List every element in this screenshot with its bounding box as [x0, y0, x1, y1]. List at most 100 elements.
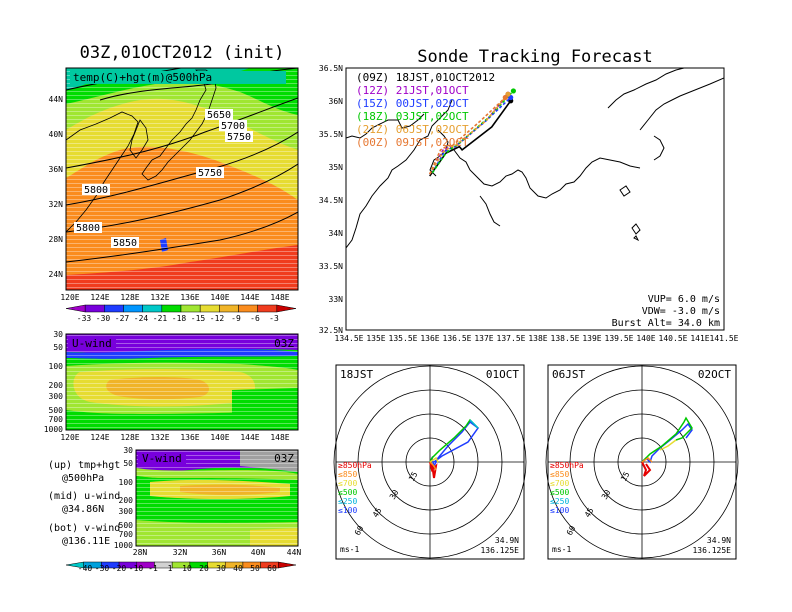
map-contour-labels: 5650 5700 5750 5800 5750 5800 5850	[74, 109, 253, 249]
tracking-params: VUP= 6.0 m/s VDW= -3.0 m/s Burst Alt= 34…	[612, 294, 720, 329]
lon-tick-label: 120E	[60, 433, 79, 442]
ring-label: 45	[371, 506, 384, 519]
lon-tick-label: 124E	[90, 433, 109, 442]
sonde-tracks	[428, 88, 516, 177]
lat-tick-label: 28N	[133, 548, 148, 557]
ring-label: 30	[388, 488, 401, 501]
map-frame	[65, 67, 299, 291]
colorbar-swatch	[278, 561, 297, 569]
lat-tick-label: 40N	[49, 130, 64, 139]
colorbar-label: -24	[134, 314, 149, 323]
legend-note: @136.11E	[62, 536, 110, 547]
ring-label: 60	[353, 524, 366, 537]
map-lon-labels: 120E 124E 128E 132E 136E 140E 144E 148E	[60, 293, 289, 302]
hodo-lat: 34.9N	[495, 536, 519, 545]
hodograph-left: 18JST 01OCT 15 30 45 60 ≥850hPa ≤850 ≤70…	[333, 364, 527, 560]
contour-label: 5800	[76, 223, 100, 234]
colorbar-label: 40	[233, 564, 243, 573]
colorbar-label: -30	[95, 564, 110, 573]
pressure-tick-label: 300	[49, 392, 64, 401]
sonde-track-line	[429, 93, 509, 175]
colorbar-swatch	[238, 304, 258, 313]
lat-tick-label: 36N	[329, 97, 344, 106]
colorbar-label: 50	[250, 564, 260, 573]
level-label: ≤500	[338, 488, 357, 497]
lon-tick-label: 140.5E	[659, 334, 688, 343]
run-label: (09Z) 18JST,01OCT2012	[356, 71, 495, 84]
colorbar-swatch	[257, 304, 278, 313]
u-lon-labels: 120E 124E 128E 132E 136E 140E 144E 148E	[60, 433, 289, 442]
lon-tick-label: 144E	[240, 433, 259, 442]
lat-tick-label: 40N	[251, 548, 266, 557]
ring-label: 60	[565, 524, 578, 537]
lon-tick-label: 137E	[474, 334, 493, 343]
legend-note: @34.86N	[62, 504, 104, 515]
lon-tick-label: 140E	[210, 433, 229, 442]
pressure-tick-label: 100	[49, 362, 64, 371]
lat-tick-label: 36.5N	[319, 64, 343, 73]
lon-tick-label: 128E	[120, 433, 139, 442]
v-wind-field	[136, 450, 298, 546]
contour-label: 5800	[84, 185, 108, 196]
pressure-tick-label: 50	[123, 459, 133, 468]
lat-tick-label: 32N	[173, 548, 188, 557]
u-wind-label: U-wind	[72, 337, 112, 350]
hodo-level-legend: ≥850hPa ≤850 ≤700 ≤500 ≤250 ≤100	[550, 461, 584, 515]
lat-tick-label: 36N	[212, 548, 227, 557]
lon-tick-label: 135E	[366, 334, 385, 343]
run-label: (12Z) 21JST,01OCT	[356, 84, 469, 97]
colorbar-label: -12	[210, 314, 225, 323]
colorbar-label: -21	[153, 314, 168, 323]
v-wind-time: 03Z	[274, 452, 294, 465]
lat-tick-label: 33.5N	[319, 262, 343, 271]
lat-tick-label: 44N	[287, 548, 302, 557]
level-label: ≤850	[338, 470, 357, 479]
colorbar-swatch	[123, 304, 143, 313]
colorbar-swatch	[142, 304, 163, 313]
hodo-lon: 136.125E	[692, 546, 731, 555]
hodo-lat: 34.9N	[707, 536, 731, 545]
temperature-colorbar	[65, 304, 297, 313]
pressure-tick-label: 700	[119, 530, 134, 539]
legend-note: (bot) v-wind	[48, 523, 120, 534]
ring-label: 30	[600, 488, 613, 501]
lat-tick-label: 44N	[49, 95, 64, 104]
vup-param: VUP= 6.0 m/s	[648, 294, 720, 305]
burst-alt-param: Burst Alt= 34.0 km	[612, 318, 720, 329]
wind-colorbar-labels: -40 -30 -20 -10 -1 1 10 20 30 40 50 60	[78, 564, 277, 573]
sonde-landing-point	[510, 88, 516, 94]
map-title: 03Z,01OCT2012 (init)	[80, 43, 285, 63]
hodo-time: 06JST	[552, 368, 585, 381]
colorbar-label: 10	[182, 564, 192, 573]
legend-note: @500hPa	[62, 473, 104, 484]
hodo-ring-labels: 15 30 45 60	[353, 470, 420, 537]
colorbar-label: 30	[216, 564, 226, 573]
u-label-bg	[68, 338, 116, 350]
u-wind-frame	[65, 333, 299, 431]
colorbar-swatch	[219, 304, 239, 313]
pressure-tick-label: 500	[119, 521, 134, 530]
v-lat-labels: 28N 32N 36N 40N 44N	[133, 548, 302, 557]
colorbar-swatch	[199, 304, 220, 313]
lat-tick-label: 32.5N	[319, 326, 343, 335]
lat-tick-label: 35N	[329, 163, 344, 172]
colorbar-swatch	[180, 304, 201, 313]
map-lat-labels: 44N 40N 36N 32N 28N 24N	[49, 95, 64, 279]
tracking-lat-labels: 36.5N 36N 35.5N 35N 34.5N 34N 33.5N 33N …	[319, 64, 343, 335]
v-label-bg	[138, 453, 186, 465]
lon-tick-label: 140E	[636, 334, 655, 343]
temperature-colorbar-labels: -33 -30 -27 -24 -21 -18 -15 -12 -9 -6 -3	[77, 314, 279, 323]
pressure-tick-label: 500	[49, 406, 64, 415]
run-label: (21Z) 06JST,02OCT	[356, 123, 469, 136]
hodo-unit: ms-1	[340, 545, 359, 554]
contour-label: 5850	[113, 238, 137, 249]
lon-tick-label: 140E	[210, 293, 229, 302]
contour-label: 5650	[207, 110, 231, 121]
pressure-tick-label: 1000	[114, 541, 133, 550]
u-wind-time: 03Z	[274, 337, 294, 350]
ring-label: 45	[583, 506, 596, 519]
level-label: ≤250	[338, 497, 357, 506]
contour-label: 5750	[198, 168, 222, 179]
legend-note: (mid) u-wind	[48, 491, 120, 502]
